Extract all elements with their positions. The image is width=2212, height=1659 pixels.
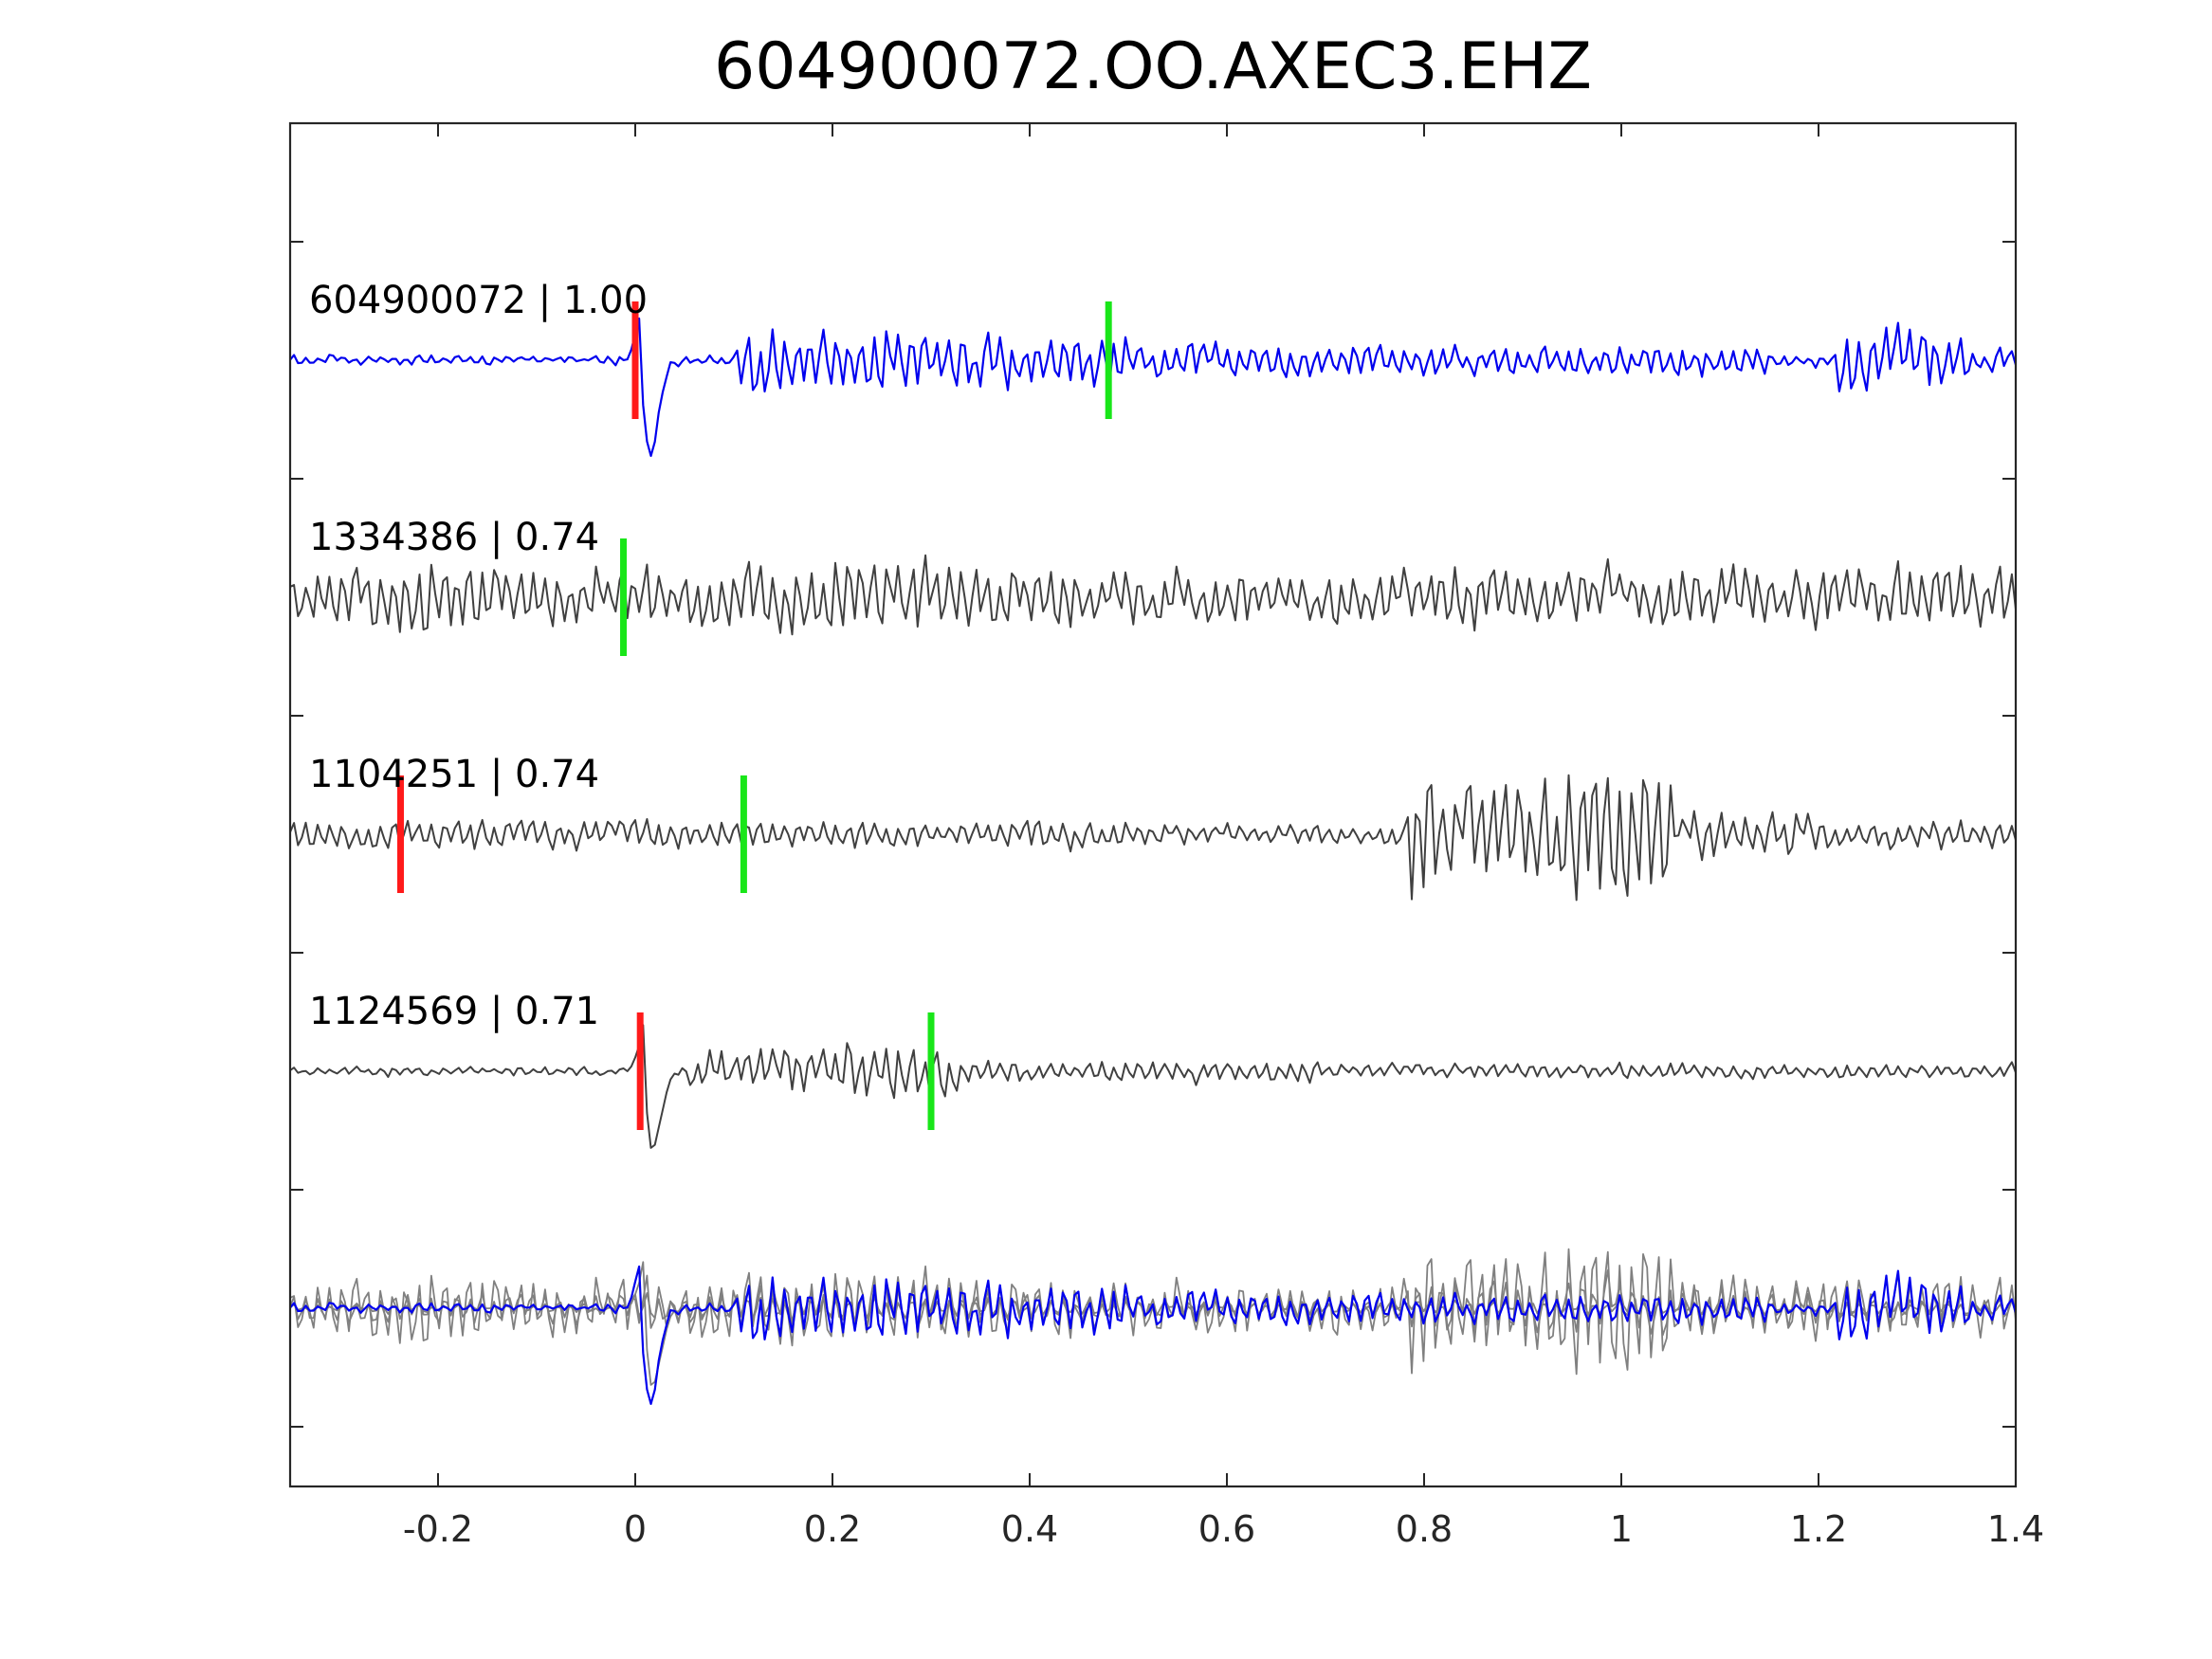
trace-line-604900072 xyxy=(289,317,2018,457)
x-tick-label: 0.6 xyxy=(1198,1508,1255,1550)
trace-label-1104251: 1104251 | 0.74 xyxy=(309,753,599,796)
overlay-line-604900072 xyxy=(289,1265,2018,1406)
trace-label-1334386: 1334386 | 0.74 xyxy=(309,516,599,559)
chart-title: 604900072.OO.AXEC3.EHZ xyxy=(714,29,1592,104)
x-tick-label: 0 xyxy=(624,1508,647,1550)
x-tick-label: 1 xyxy=(1610,1508,1633,1550)
trace-label-604900072: 604900072 | 1.00 xyxy=(309,279,648,322)
axes-frame xyxy=(288,121,2018,1488)
x-tick-label: 1.2 xyxy=(1790,1508,1847,1550)
x-tick-label: 1.4 xyxy=(1987,1508,2044,1550)
overlay-line-1104251 xyxy=(289,1248,2017,1376)
trace-line-1334386 xyxy=(289,554,2017,636)
trace-line-1124569 xyxy=(289,1024,2017,1149)
overlay-line-1124569 xyxy=(289,1261,2017,1386)
trace-line-1104251 xyxy=(289,774,2017,902)
x-tick-label: 0.2 xyxy=(804,1508,861,1550)
x-tick-label: -0.2 xyxy=(403,1508,473,1550)
trace-label-1124569: 1124569 | 0.71 xyxy=(309,990,599,1033)
axis-ticks: -0.2 0 0.2 0.4 0.6 0.8 1 1.2 1.4 xyxy=(290,123,2044,1550)
x-tick-label: 0.8 xyxy=(1396,1508,1453,1550)
plot-area: 604900072 | 1.00 1334386 | 0.74 1104251 | … xyxy=(289,279,2018,1406)
x-tick-label: 0.4 xyxy=(1001,1508,1058,1550)
